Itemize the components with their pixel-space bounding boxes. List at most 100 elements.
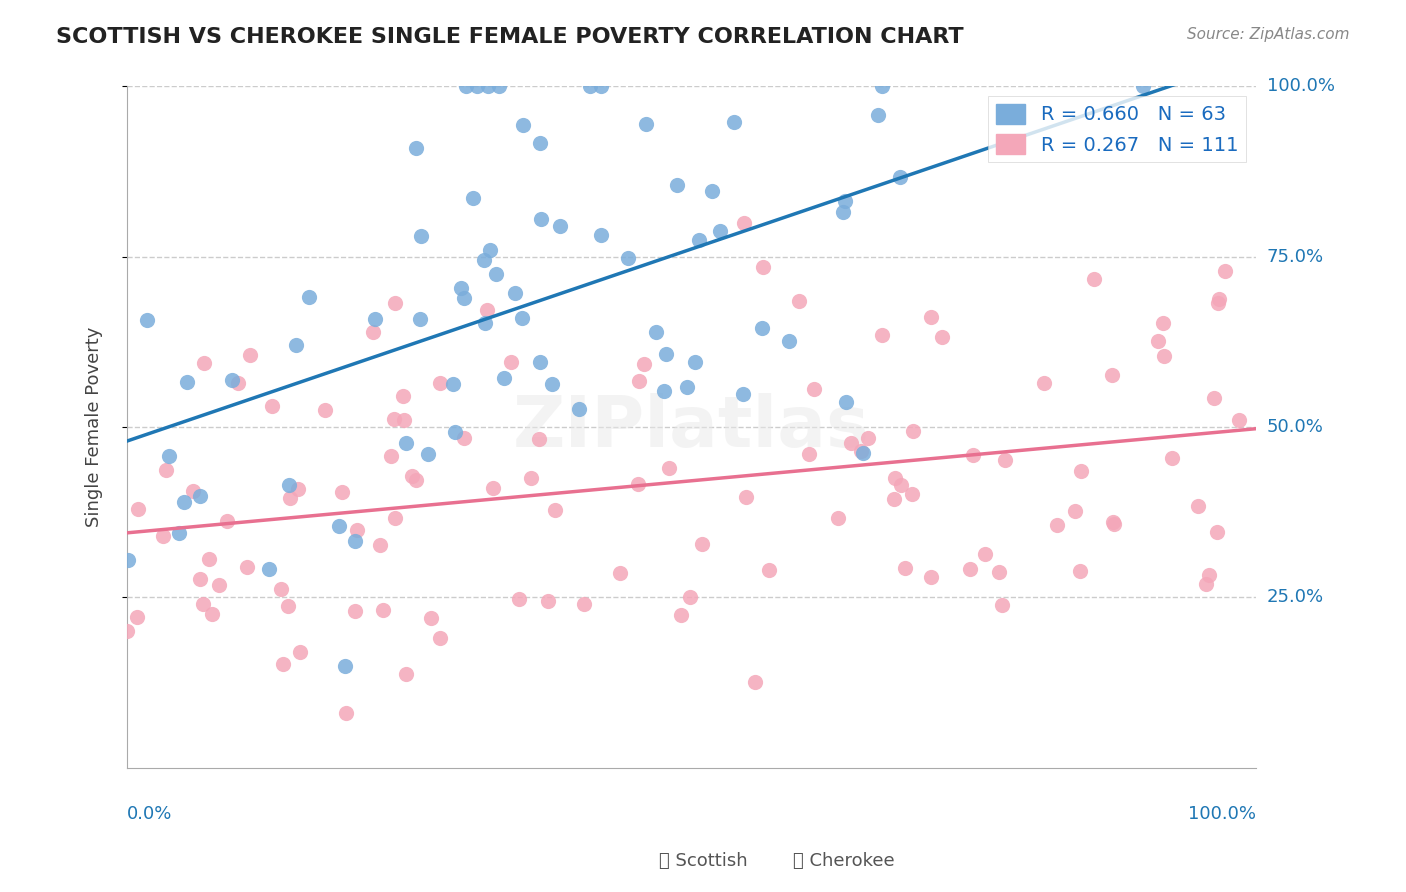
- Point: [284, 337, 307, 351]
- Point: [395, 667, 418, 681]
- Point: [405, 141, 427, 155]
- Point: [931, 330, 953, 344]
- Point: [787, 294, 810, 309]
- Point: [1063, 504, 1085, 518]
- Point: [537, 594, 560, 608]
- Point: [512, 118, 534, 132]
- Point: [395, 436, 418, 450]
- Text: ZIPlatlas: ZIPlatlas: [513, 392, 870, 461]
- Point: [1206, 524, 1229, 539]
- Point: [420, 611, 443, 625]
- Point: [1033, 376, 1056, 390]
- Point: [530, 211, 553, 226]
- Point: [591, 228, 613, 243]
- Point: [974, 547, 997, 561]
- Point: [994, 452, 1017, 467]
- Point: [287, 482, 309, 496]
- Point: [332, 484, 354, 499]
- Point: [198, 552, 221, 566]
- Point: [392, 389, 415, 403]
- Point: [181, 484, 204, 499]
- Point: [541, 376, 564, 391]
- Point: [548, 219, 571, 234]
- Point: [472, 253, 495, 268]
- Point: [188, 489, 211, 503]
- Point: [508, 592, 530, 607]
- Point: [510, 310, 533, 325]
- Point: [889, 170, 911, 185]
- Point: [1152, 316, 1174, 330]
- Point: [1227, 413, 1250, 427]
- Point: [679, 591, 702, 605]
- Point: [155, 463, 177, 477]
- Legend: R = 0.660   N = 63, R = 0.267   N = 111: R = 0.660 N = 63, R = 0.267 N = 111: [988, 96, 1246, 162]
- Point: [633, 357, 655, 371]
- Point: [259, 562, 281, 576]
- Point: [277, 599, 299, 613]
- Point: [328, 519, 350, 533]
- Point: [208, 578, 231, 592]
- Point: [117, 553, 139, 567]
- Point: [443, 425, 465, 439]
- Point: [702, 184, 724, 198]
- Point: [157, 450, 180, 464]
- Point: [488, 79, 510, 94]
- Point: [991, 599, 1014, 613]
- Point: [1161, 451, 1184, 466]
- Point: [529, 136, 551, 150]
- Point: [135, 312, 157, 326]
- Point: [832, 204, 855, 219]
- Point: [617, 251, 640, 265]
- Point: [298, 290, 321, 304]
- Point: [333, 658, 356, 673]
- Point: [655, 347, 678, 361]
- Point: [856, 431, 879, 445]
- Point: [176, 375, 198, 389]
- Point: [544, 503, 567, 517]
- Point: [288, 645, 311, 659]
- Point: [368, 538, 391, 552]
- Point: [115, 624, 138, 638]
- Point: [627, 477, 650, 491]
- Point: [463, 191, 485, 205]
- Point: [343, 604, 366, 618]
- Point: [658, 461, 681, 475]
- Point: [262, 399, 284, 413]
- Point: [405, 473, 427, 487]
- Point: [193, 597, 215, 611]
- Point: [665, 178, 688, 192]
- Point: [1101, 368, 1123, 383]
- Point: [827, 510, 849, 524]
- Point: [1146, 334, 1168, 348]
- Point: [890, 478, 912, 492]
- Point: [173, 495, 195, 509]
- Point: [380, 449, 402, 463]
- Point: [392, 413, 415, 427]
- Text: 0.0%: 0.0%: [127, 805, 173, 823]
- Point: [676, 380, 699, 394]
- Point: [441, 377, 464, 392]
- Point: [627, 374, 650, 388]
- Point: [401, 469, 423, 483]
- Point: [335, 706, 357, 721]
- Point: [482, 481, 505, 495]
- Point: [384, 296, 406, 310]
- Text: ⬜ Scottish: ⬜ Scottish: [658, 852, 748, 870]
- Point: [221, 373, 243, 387]
- Point: [190, 572, 212, 586]
- Point: [834, 194, 856, 208]
- Point: [987, 566, 1010, 580]
- Point: [758, 564, 780, 578]
- Point: [520, 471, 543, 485]
- Point: [127, 501, 149, 516]
- Point: [1153, 349, 1175, 363]
- Point: [690, 537, 713, 551]
- Point: [239, 348, 262, 362]
- Point: [574, 597, 596, 611]
- Point: [346, 524, 368, 538]
- Point: [870, 79, 893, 94]
- Point: [883, 471, 905, 485]
- Point: [529, 355, 551, 369]
- Point: [744, 675, 766, 690]
- Text: ⬜ Cherokee: ⬜ Cherokee: [793, 852, 894, 870]
